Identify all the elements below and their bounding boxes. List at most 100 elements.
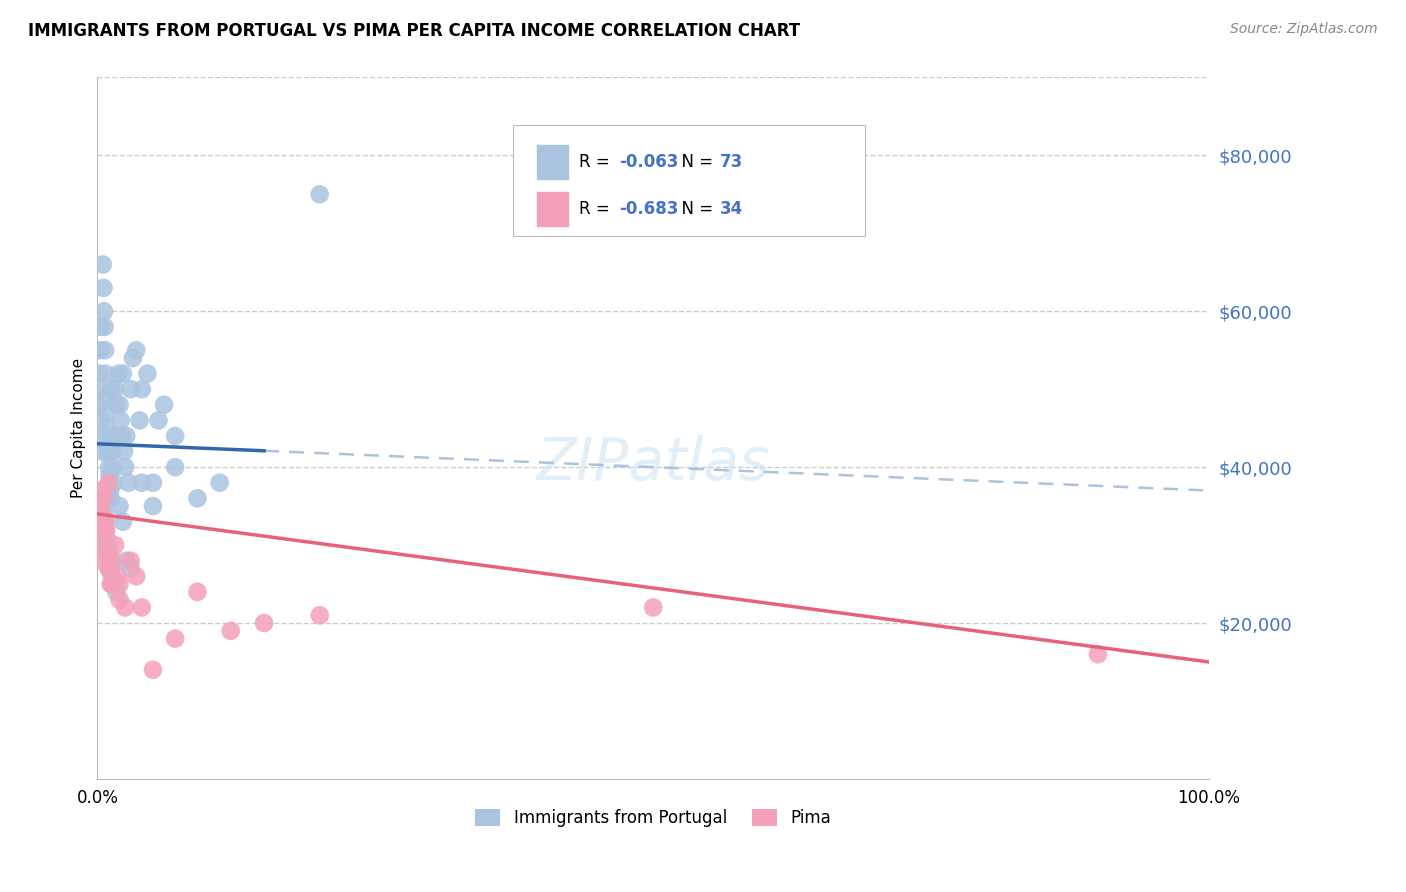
Point [97, 436, 120, 450]
Point [111, 515, 134, 529]
Text: 73: 73 [720, 153, 744, 171]
Text: R =: R = [579, 153, 616, 171]
Point [90, 491, 112, 506]
Point [128, 413, 150, 427]
Point [105, 585, 128, 599]
Point [90, 507, 112, 521]
Point [120, 382, 142, 396]
Point [308, 187, 330, 202]
Text: IMMIGRANTS FROM PORTUGAL VS PIMA PER CAPITA INCOME CORRELATION CHART: IMMIGRANTS FROM PORTUGAL VS PIMA PER CAP… [28, 22, 800, 40]
Point [91, 538, 114, 552]
Point [93, 304, 115, 318]
Point [142, 499, 165, 513]
Point [111, 367, 134, 381]
Point [186, 491, 208, 506]
Point [93, 491, 115, 506]
Point [1087, 647, 1109, 661]
Point [87, 382, 110, 396]
Point [136, 367, 159, 381]
Point [98, 460, 121, 475]
Text: ZIPatlas: ZIPatlas [537, 434, 770, 491]
Point [165, 460, 187, 475]
Point [219, 624, 242, 638]
Point [91, 258, 114, 272]
Point [131, 382, 153, 396]
Point [96, 538, 118, 552]
Point [153, 398, 176, 412]
Text: 34: 34 [720, 201, 744, 219]
Point [112, 444, 135, 458]
Point [103, 475, 125, 490]
Point [101, 429, 124, 443]
Legend: Immigrants from Portugal, Pima: Immigrants from Portugal, Pima [468, 802, 838, 834]
Point [114, 600, 136, 615]
Point [100, 561, 122, 575]
Point [97, 546, 120, 560]
Point [96, 546, 118, 560]
Point [108, 499, 131, 513]
Point [131, 600, 153, 615]
Point [87, 398, 110, 412]
Point [120, 561, 142, 575]
Point [142, 475, 165, 490]
Point [90, 319, 112, 334]
Point [148, 413, 170, 427]
Point [125, 343, 148, 358]
Point [98, 467, 121, 482]
Point [105, 569, 128, 583]
Point [90, 429, 112, 443]
Point [101, 554, 124, 568]
Point [101, 569, 124, 583]
Point [98, 554, 121, 568]
Point [97, 475, 120, 490]
Point [186, 585, 208, 599]
Point [94, 343, 117, 358]
Point [131, 475, 153, 490]
Point [115, 554, 138, 568]
Point [94, 367, 117, 381]
Point [91, 554, 114, 568]
Point [93, 281, 115, 295]
Point [110, 413, 132, 427]
Point [100, 491, 122, 506]
Point [90, 523, 112, 537]
Text: R =: R = [579, 201, 616, 219]
Point [122, 351, 145, 365]
Point [90, 483, 112, 498]
Point [120, 554, 142, 568]
Point [91, 444, 114, 458]
Point [208, 475, 231, 490]
Point [94, 515, 117, 529]
Point [98, 483, 121, 498]
Point [93, 507, 115, 521]
Point [105, 429, 128, 443]
Point [308, 608, 330, 623]
Point [105, 398, 128, 412]
Y-axis label: Per Capita Income: Per Capita Income [72, 358, 86, 499]
Point [104, 538, 127, 552]
Point [117, 475, 139, 490]
Text: -0.683: -0.683 [619, 201, 678, 219]
Point [90, 507, 112, 521]
Text: N =: N = [671, 153, 718, 171]
Point [101, 577, 124, 591]
Point [108, 577, 131, 591]
Point [101, 444, 124, 458]
Point [89, 523, 111, 537]
Point [89, 343, 111, 358]
Point [142, 663, 165, 677]
Point [111, 429, 134, 443]
Point [96, 421, 118, 435]
Point [96, 406, 118, 420]
Point [97, 444, 120, 458]
Point [104, 382, 127, 396]
Point [96, 530, 118, 544]
Point [87, 499, 110, 513]
Text: N =: N = [671, 201, 718, 219]
Point [125, 569, 148, 583]
Point [101, 460, 124, 475]
Text: -0.063: -0.063 [619, 153, 678, 171]
Point [165, 429, 187, 443]
Point [114, 460, 136, 475]
Point [96, 390, 118, 404]
